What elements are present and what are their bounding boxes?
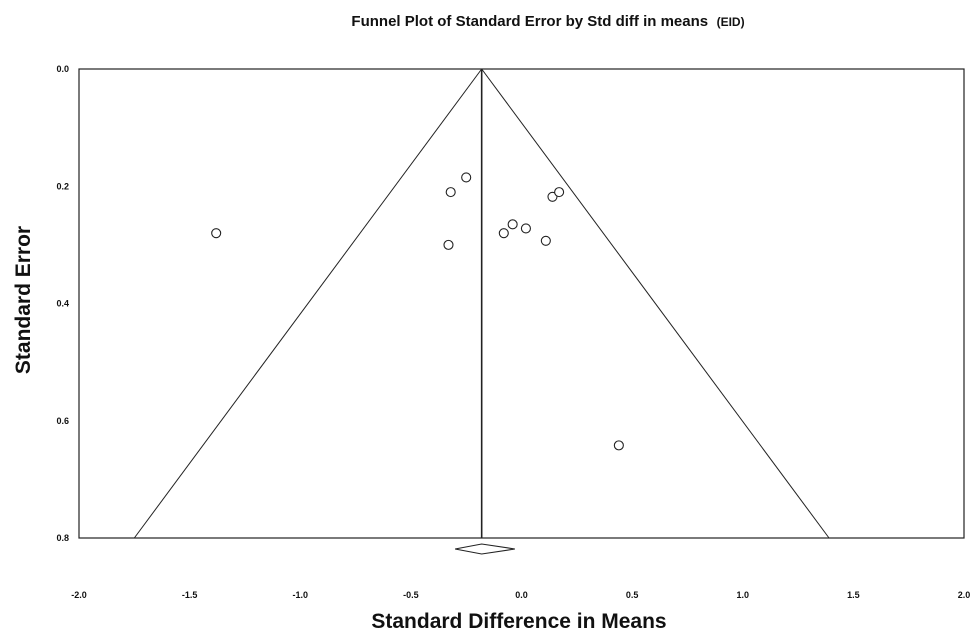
plot-frame [78,68,965,539]
x-tick-label: 1.0 [736,590,749,600]
x-tick-label: 0.0 [515,590,528,600]
summary-diamond [455,543,515,555]
study-point [507,219,518,230]
x-tick-label: -1.5 [182,590,198,600]
study-point [613,440,624,451]
study-point [443,239,454,250]
y-tick-label: 0.8 [56,533,69,543]
y-tick-label: 0.0 [56,64,69,74]
study-point [520,223,531,234]
x-axis-ticks: -2.0 -1.5 -1.0 -0.5 0.0 0.5 1.0 1.5 2.0 [71,590,970,600]
study-point [498,228,509,239]
chart-title-main: Funnel Plot of Standard Error by Std dif… [351,13,708,30]
funnel-right-limit [481,68,830,539]
y-tick-label: 0.2 [56,181,69,191]
study-point [461,172,472,183]
study-point [445,187,456,198]
study-point [554,187,565,198]
x-tick-label: -1.0 [292,590,308,600]
x-tick-label: 2.0 [958,590,971,600]
y-axis-ticks: 0.0 0.2 0.4 0.6 0.8 [56,64,69,543]
x-tick-label: -0.5 [403,590,419,600]
y-tick-label: 0.4 [56,299,69,309]
chart-title-subtitle: (EID) [717,15,745,29]
y-axis-label: Standard Error [12,226,35,374]
funnel-left-limit [133,68,483,539]
x-tick-label: 0.5 [626,590,639,600]
plot-area [78,68,965,555]
y-tick-label: 0.6 [56,416,69,426]
x-tick-label: 1.5 [847,590,860,600]
chart-title: Funnel Plot of Standard Error by Std dif… [351,13,744,30]
x-axis-label: Standard Difference in Means [371,610,666,633]
study-point [540,235,551,246]
study-point [211,228,222,239]
x-tick-label: -2.0 [71,590,87,600]
